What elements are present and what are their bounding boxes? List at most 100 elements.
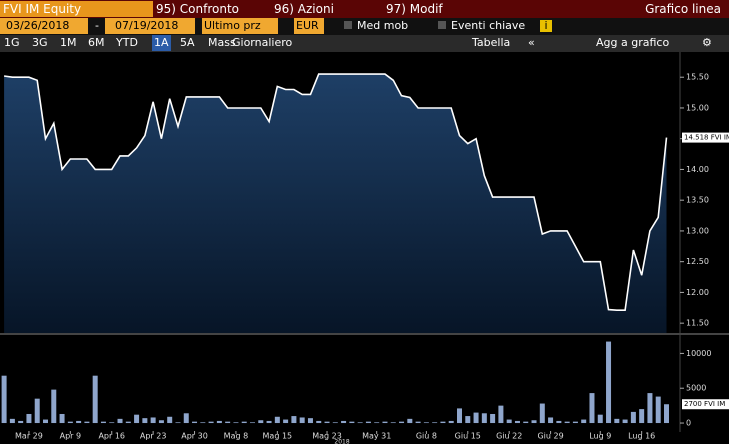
volume-bar [67,421,73,424]
menu-item[interactable]: 97) Modif [386,1,466,17]
volume-bar [365,421,371,424]
volume-bar [572,421,578,424]
menu-key: 97) [386,2,406,16]
y-tick-label: 13.00 [686,226,709,235]
y-tick-label: 5000 [686,384,706,393]
info-icon[interactable]: i [540,20,552,32]
x-tick-label: Apr 23 [140,432,167,441]
volume-bar [183,413,189,424]
range-button[interactable]: 1M [60,36,77,49]
y-tick-label: 0 [686,419,691,428]
menu-label: Azioni [297,2,334,16]
volume-bar [440,421,446,424]
volume-bar [399,421,405,424]
last-value-box [682,399,729,410]
volume-bar [241,421,247,424]
y-tick-label: 12.50 [686,257,709,266]
price-area [4,74,667,333]
x-tick-label: Mag 15 [263,432,293,441]
last-value-box [682,132,729,143]
collapse-button[interactable]: « [528,36,535,49]
y-tick-label: 11.50 [686,319,709,328]
x-tick-label: Giu 15 [455,432,481,441]
label: Eventi chiave [451,19,526,32]
x-axis-year: 2018 [334,439,349,444]
y-tick-label: 15.00 [686,103,709,112]
volume-bar [606,341,612,424]
volume-bar [622,419,628,424]
volume-bar [498,405,504,424]
x-tick-label: Mag 23 [312,432,342,441]
volume-bar [647,393,653,424]
label: Med mob [357,19,409,32]
volume-bar [291,416,297,424]
volume-bar [457,408,462,424]
add-button[interactable]: Agg a grafico [596,36,670,49]
y-tick-label: 14.00 [686,165,709,174]
volume-bar [125,421,131,424]
volume-bar [465,416,471,424]
start-date[interactable]: 03/26/2018 [0,18,88,34]
settings-button[interactable]: ⚙ [702,36,712,49]
volume-bar [43,419,48,424]
range-button[interactable]: 5A [180,36,195,49]
volume-bar [548,417,554,424]
x-tick-label: May 31 [362,432,391,441]
volume-bar [307,418,313,424]
volume-bar [100,421,106,424]
volume-bar [407,418,413,424]
volume-bar [316,420,322,424]
volume-bar [266,420,272,424]
volume-bar [341,420,347,424]
range-button[interactable]: Mass [208,36,236,49]
volume-bar [26,413,32,424]
y-tick-label: 12.00 [686,288,709,297]
range-button[interactable]: 6M [88,36,105,49]
moving-avg[interactable]: Med mob [344,18,408,34]
last-value-label: 14.518 FVI IM [684,134,729,142]
y-tick-label: 13.50 [686,196,709,205]
volume-bar [59,413,65,424]
volume-bar [225,421,231,424]
x-tick-label: Lug 9 [589,432,611,441]
volume-bar [614,418,620,424]
end-date[interactable]: 07/19/2018 [105,18,195,34]
volume-bar [283,419,289,424]
volume-bar [84,421,90,424]
menu-item[interactable]: 95) Confronto [156,1,266,17]
volume-bar [581,419,587,424]
volume-bar [109,422,115,424]
volume-bar [490,413,496,424]
volume-bar [216,420,222,424]
security-field[interactable]: FVI IM Equity [0,1,153,17]
volume-bar [167,416,173,424]
range-button[interactable]: 1G [4,36,20,49]
volume-bar [564,421,570,424]
frequency[interactable]: Giornaliero [232,36,293,49]
volume-bar [51,389,57,424]
volume-bar [374,422,380,424]
currency-select[interactable]: EUR [294,18,324,34]
menu-label: Modif [409,2,443,16]
volume-bar [630,411,636,424]
volume-bar [324,421,330,424]
table-button[interactable]: Tabella [472,36,511,49]
range-bar: Giornaliero Tabella « Agg a grafico ⚙ 1G… [0,35,729,52]
volume-bar [233,422,239,424]
volume-bar [158,420,164,424]
range-button[interactable]: 3G [32,36,48,49]
field-select[interactable]: Ultimo prz [202,18,278,34]
chart: 11.5012.0012.5013.0013.5014.0014.5015.00… [0,52,729,444]
range-button[interactable]: 1A [152,35,171,51]
volume-bar [175,422,181,424]
volume-bar [382,421,388,424]
x-tick-label: Lug 16 [628,432,655,441]
volume-bar [192,421,198,424]
volume-bar [514,420,520,424]
menu-item[interactable]: 96) Azioni [274,1,374,17]
volume-bar [531,420,537,424]
events[interactable]: Eventi chiave [438,18,525,34]
range-button[interactable]: YTD [116,36,138,49]
x-tick-label: Mar 29 [15,432,43,441]
